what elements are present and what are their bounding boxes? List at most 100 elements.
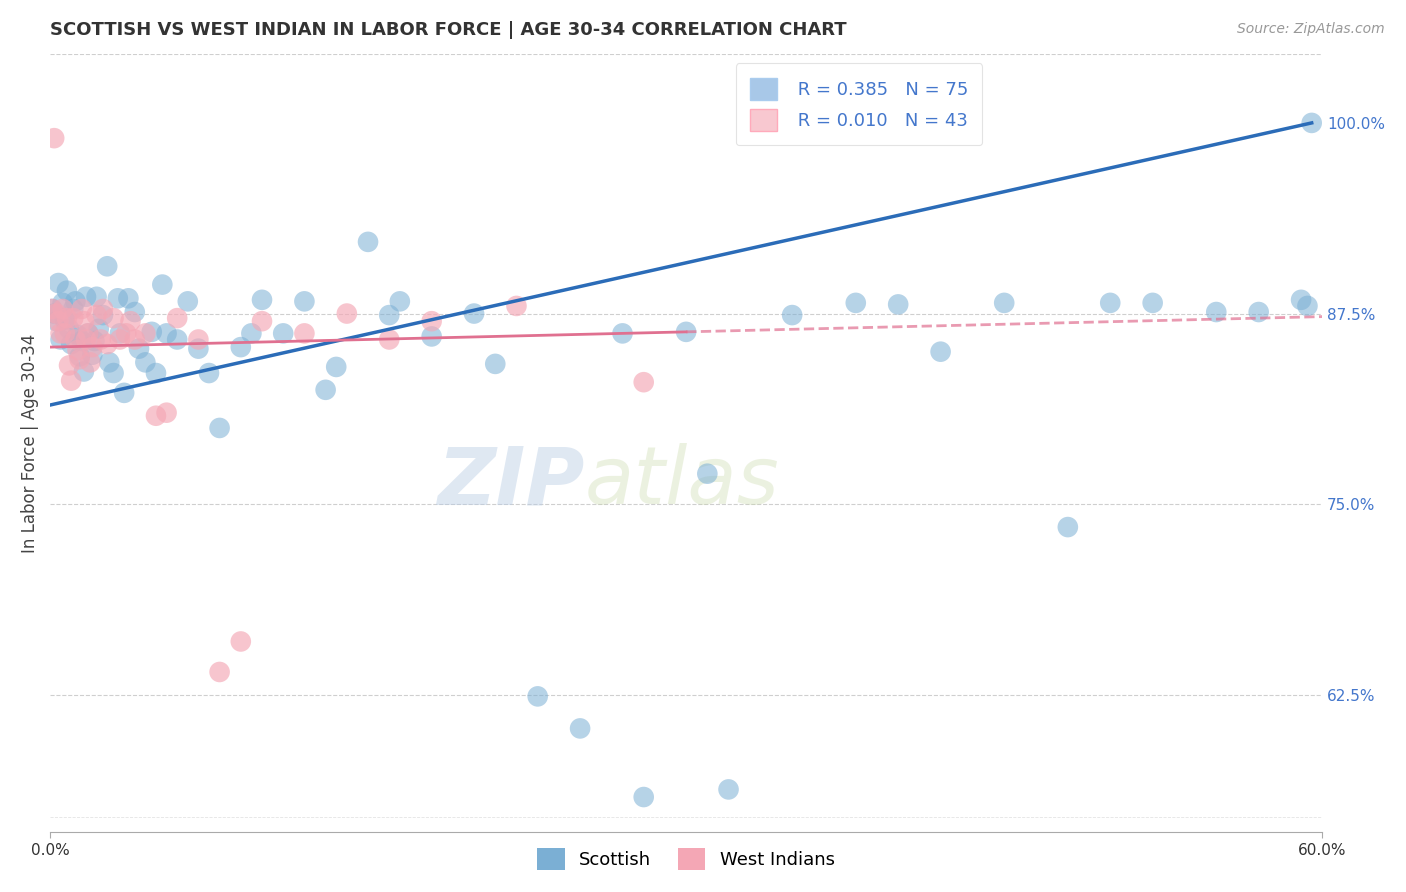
Point bbox=[79, 355, 101, 369]
Point bbox=[70, 334, 93, 348]
Point bbox=[107, 291, 129, 305]
Point bbox=[1289, 293, 1312, 307]
Point bbox=[96, 260, 118, 274]
Point bbox=[612, 326, 634, 341]
Point bbox=[41, 301, 63, 316]
Point bbox=[48, 314, 70, 328]
Point bbox=[52, 301, 75, 316]
Point bbox=[62, 301, 84, 316]
Point bbox=[73, 314, 96, 328]
Point bbox=[56, 311, 79, 326]
Point bbox=[44, 131, 66, 145]
Point bbox=[325, 359, 347, 374]
Point bbox=[141, 325, 163, 339]
Point bbox=[1205, 305, 1227, 319]
Point bbox=[98, 355, 121, 369]
Point bbox=[1247, 305, 1270, 319]
Point bbox=[86, 290, 108, 304]
Point bbox=[187, 342, 209, 356]
Point bbox=[993, 296, 1015, 310]
Point bbox=[62, 311, 84, 326]
Point bbox=[675, 325, 697, 339]
Point bbox=[134, 326, 156, 341]
Point bbox=[86, 308, 108, 322]
Point bbox=[44, 307, 66, 321]
Legend: Scottish, West Indians: Scottish, West Indians bbox=[530, 841, 842, 878]
Point bbox=[115, 326, 138, 341]
Point bbox=[155, 406, 177, 420]
Point bbox=[73, 364, 96, 378]
Point bbox=[117, 291, 139, 305]
Point bbox=[388, 294, 411, 309]
Point bbox=[315, 383, 337, 397]
Point bbox=[780, 308, 803, 322]
Point bbox=[41, 301, 63, 316]
Text: atlas: atlas bbox=[585, 443, 779, 521]
Point bbox=[49, 333, 72, 347]
Point bbox=[505, 299, 527, 313]
Point bbox=[108, 326, 131, 341]
Point bbox=[82, 340, 104, 354]
Point bbox=[145, 366, 167, 380]
Point bbox=[91, 301, 114, 316]
Point bbox=[120, 314, 142, 328]
Point bbox=[1301, 116, 1323, 130]
Point bbox=[229, 340, 252, 354]
Point bbox=[124, 333, 146, 347]
Point bbox=[845, 296, 868, 310]
Point bbox=[633, 790, 655, 805]
Point bbox=[696, 467, 718, 481]
Point bbox=[271, 326, 294, 341]
Point bbox=[1296, 299, 1319, 313]
Point bbox=[1056, 520, 1078, 534]
Point bbox=[66, 327, 89, 342]
Point bbox=[49, 326, 72, 341]
Point bbox=[52, 296, 75, 310]
Point bbox=[75, 333, 97, 347]
Text: Source: ZipAtlas.com: Source: ZipAtlas.com bbox=[1237, 22, 1385, 37]
Point bbox=[91, 308, 114, 322]
Text: SCOTTISH VS WEST INDIAN IN LABOR FORCE | AGE 30-34 CORRELATION CHART: SCOTTISH VS WEST INDIAN IN LABOR FORCE |… bbox=[51, 21, 846, 39]
Point bbox=[887, 297, 910, 311]
Point bbox=[45, 314, 67, 328]
Point bbox=[134, 355, 156, 369]
Point bbox=[77, 326, 100, 341]
Point bbox=[177, 294, 200, 309]
Point bbox=[166, 333, 188, 347]
Point bbox=[83, 334, 105, 348]
Point bbox=[56, 284, 79, 298]
Point bbox=[208, 665, 231, 679]
Point bbox=[124, 305, 146, 319]
Point bbox=[717, 782, 740, 797]
Point bbox=[420, 314, 443, 328]
Point bbox=[48, 276, 70, 290]
Point bbox=[1142, 296, 1164, 310]
Point bbox=[90, 333, 112, 347]
Point bbox=[484, 357, 506, 371]
Point bbox=[166, 311, 188, 326]
Point bbox=[526, 690, 548, 704]
Point bbox=[66, 343, 89, 358]
Point bbox=[65, 294, 87, 309]
Point bbox=[103, 311, 125, 326]
Point bbox=[929, 344, 952, 359]
Point bbox=[96, 337, 118, 351]
Point bbox=[108, 333, 131, 347]
Point bbox=[155, 326, 177, 341]
Point bbox=[294, 294, 316, 309]
Point bbox=[82, 348, 104, 362]
Text: ZIP: ZIP bbox=[437, 443, 585, 521]
Point bbox=[128, 342, 150, 356]
Point bbox=[198, 366, 221, 380]
Point bbox=[420, 329, 443, 343]
Point bbox=[58, 322, 80, 336]
Point bbox=[378, 333, 401, 347]
Point bbox=[112, 385, 135, 400]
Point bbox=[69, 352, 91, 367]
Point bbox=[336, 307, 359, 321]
Point bbox=[150, 277, 173, 292]
Point bbox=[87, 322, 110, 336]
Point bbox=[569, 722, 592, 736]
Point bbox=[250, 293, 273, 307]
Point bbox=[208, 421, 231, 435]
